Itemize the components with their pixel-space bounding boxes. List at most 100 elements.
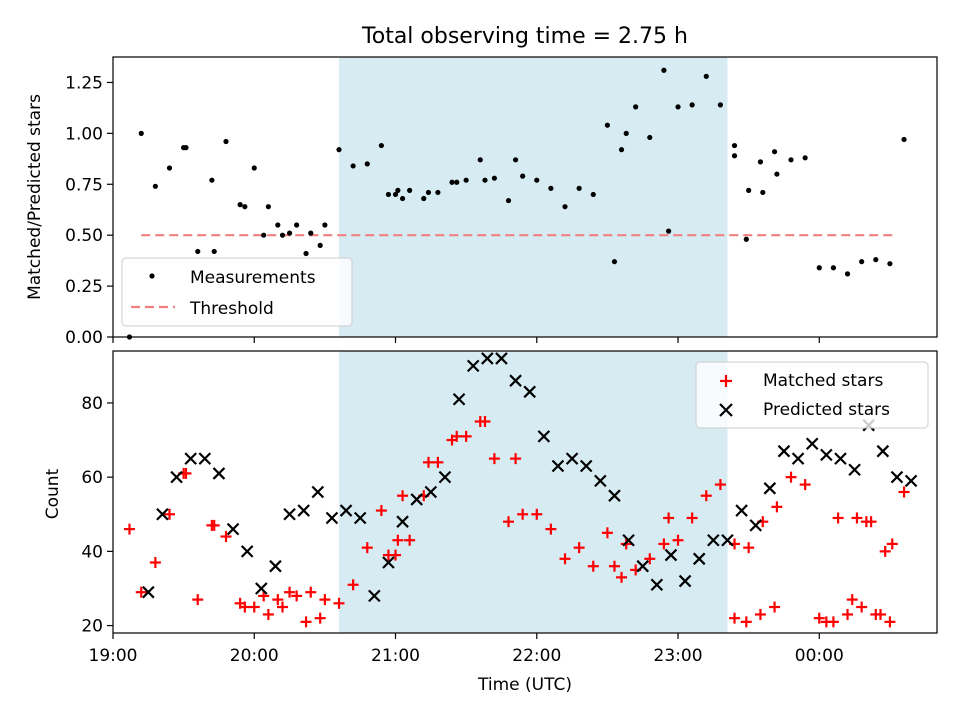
x-tick-label: 23:00 xyxy=(654,646,703,666)
matched-star-point xyxy=(284,586,296,598)
bottom-y-tick-label: 80 xyxy=(81,394,103,414)
measurement-point xyxy=(209,177,215,183)
predicted-star-point xyxy=(579,459,593,473)
matched-star-point xyxy=(123,523,135,535)
matched-star-point xyxy=(479,416,491,427)
measurement-point xyxy=(242,204,248,210)
predicted-star-point xyxy=(904,474,918,488)
matched-star-point xyxy=(272,594,284,606)
matched-star-point xyxy=(769,601,781,613)
matched-star-point xyxy=(686,512,698,524)
measurement-point xyxy=(647,134,653,141)
matched-star-point xyxy=(865,516,877,528)
measurement-point xyxy=(760,189,766,196)
predicted-star-point xyxy=(142,585,155,599)
measurement-point xyxy=(757,159,764,165)
predicted-star-point xyxy=(466,359,480,373)
matched-star-point xyxy=(180,467,192,479)
matched-star-point xyxy=(799,479,811,491)
predicted-star-point xyxy=(311,485,325,499)
matched-star-point xyxy=(729,612,741,624)
matched-star-point xyxy=(851,512,863,524)
matched-star-point xyxy=(164,508,176,520)
measurement-point xyxy=(449,179,455,185)
matched-star-point xyxy=(517,508,529,520)
bottom-y-ticks: 20 40 60 80 xyxy=(81,394,113,637)
matched-star-point xyxy=(616,571,628,583)
bottom-x-ticks: 19:00 20:00 21:00 22:00 23:00 00:00 xyxy=(89,633,844,666)
measurement-point xyxy=(385,191,392,198)
matched-star-point xyxy=(601,527,613,539)
legend-matched-label: Matched stars xyxy=(763,371,883,391)
measurement-point xyxy=(463,177,469,183)
measurement-point xyxy=(844,271,851,277)
top-panel: Total observing time = 2.75 h Matched/Pr… xyxy=(25,24,938,348)
matched-star-point xyxy=(856,601,868,613)
x-tick-label: 20:00 xyxy=(230,646,279,666)
predicted-star-point xyxy=(170,470,183,484)
predicted-star-point xyxy=(198,452,212,465)
matched-star-point xyxy=(262,608,274,620)
measurement-point xyxy=(421,195,427,202)
matched-star-point xyxy=(333,597,345,609)
bottom-y-tick-label: 40 xyxy=(81,542,103,562)
matched-star-point xyxy=(886,538,898,550)
bottom-legend: Matched stars Predicted stars xyxy=(695,361,929,429)
matched-star-point xyxy=(347,579,359,591)
measurement-point xyxy=(788,157,794,163)
matched-star-point xyxy=(754,608,766,620)
predicted-star-point xyxy=(297,504,310,517)
bottom-y-axis-label: Count xyxy=(43,468,63,519)
predicted-star-point xyxy=(537,430,551,443)
measurement-point xyxy=(771,149,778,155)
matched-star-point xyxy=(510,453,522,465)
predicted-star-point xyxy=(890,470,904,484)
matched-star-point xyxy=(832,512,844,524)
matched-star-point xyxy=(382,549,394,561)
measurement-point xyxy=(454,179,460,185)
measurement-point xyxy=(195,248,201,255)
matched-star-point xyxy=(898,486,910,498)
measurement-point xyxy=(901,136,907,143)
predicted-star-point xyxy=(777,444,791,458)
x-tick-label: 00:00 xyxy=(795,646,844,666)
predicted-star-point xyxy=(339,504,353,517)
matched-star-point xyxy=(884,616,896,628)
matched-star-point xyxy=(531,508,543,520)
measurement-point xyxy=(859,259,865,265)
matched-star-point xyxy=(361,542,373,554)
measurement-point xyxy=(505,197,512,204)
top-y-tick-label: 0.75 xyxy=(65,175,103,195)
predicted-star-point xyxy=(509,374,522,387)
measurement-point xyxy=(138,130,144,136)
measurement-point xyxy=(512,157,519,163)
legend-predicted-marker xyxy=(719,403,733,417)
measurement-point xyxy=(261,232,267,238)
top-x-ticks xyxy=(112,337,820,343)
measurement-point xyxy=(364,161,370,167)
matched-star-point xyxy=(663,512,675,524)
predicted-star-points xyxy=(142,352,918,603)
top-y-axis-label: Matched/Predicted stars xyxy=(25,94,45,300)
predicted-star-point xyxy=(692,552,706,566)
top-axes-frame xyxy=(112,56,938,338)
x-tick-label: 19:00 xyxy=(89,646,138,666)
measurement-point xyxy=(731,142,738,149)
measurement-point xyxy=(294,222,300,228)
x-tick-label: 21:00 xyxy=(371,646,420,666)
measurement-point xyxy=(392,191,399,198)
measurement-point xyxy=(611,259,618,265)
bottom-y-tick-label: 60 xyxy=(81,468,103,488)
predicted-star-point xyxy=(721,533,734,547)
matched-star-point xyxy=(192,594,204,606)
measurement-point xyxy=(399,195,406,202)
matched-star-point xyxy=(300,616,312,628)
measurement-point xyxy=(166,165,173,171)
measurement-point xyxy=(562,204,568,210)
x-axis-label: Time (UTC) xyxy=(477,675,572,695)
measurement-point xyxy=(830,265,837,271)
measurement-point xyxy=(336,147,342,153)
matched-star-point xyxy=(239,601,251,613)
measurement-point xyxy=(661,67,667,73)
